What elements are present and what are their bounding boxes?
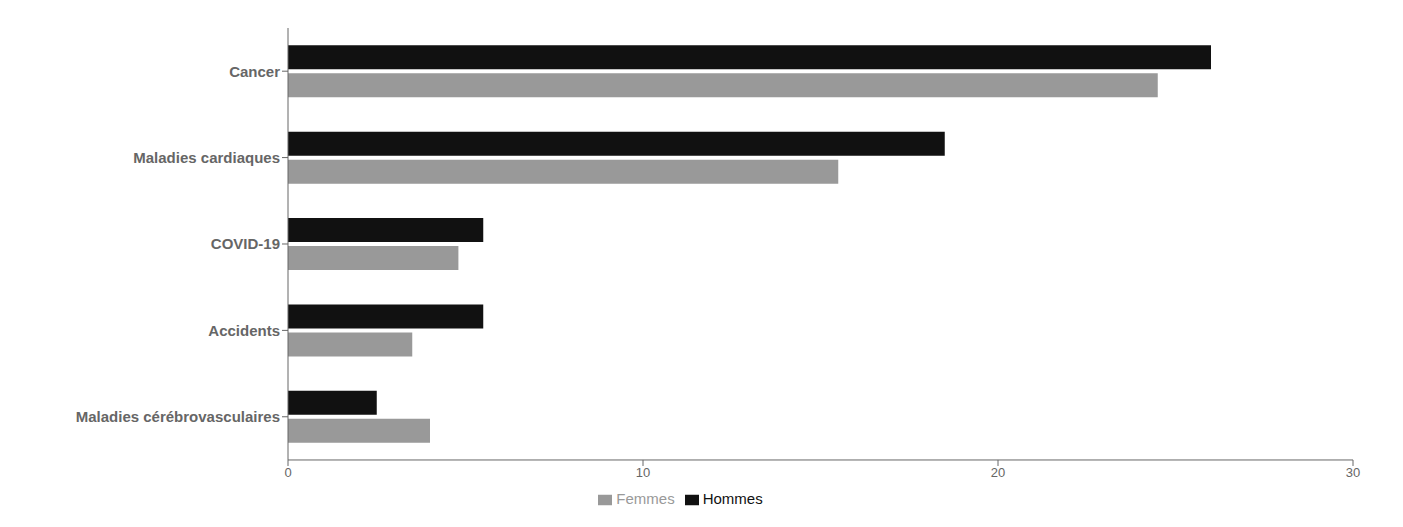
svg-text:0: 0: [284, 465, 291, 480]
svg-text:Maladies cérébrovasculaires: Maladies cérébrovasculaires: [76, 408, 280, 425]
svg-text:Accidents: Accidents: [208, 322, 280, 339]
svg-text:COVID-19: COVID-19: [211, 235, 280, 252]
svg-text:30: 30: [1346, 465, 1360, 480]
html-text:Hommes: Hommes: [702, 490, 763, 507]
html-text:Femmes: Femmes: [616, 490, 675, 507]
svg-text:20: 20: [991, 465, 1005, 480]
svg-text:Maladies cardiaques: Maladies cardiaques: [133, 149, 280, 166]
svg-text:10: 10: [636, 465, 650, 480]
svg-text:Cancer: Cancer: [229, 63, 280, 80]
